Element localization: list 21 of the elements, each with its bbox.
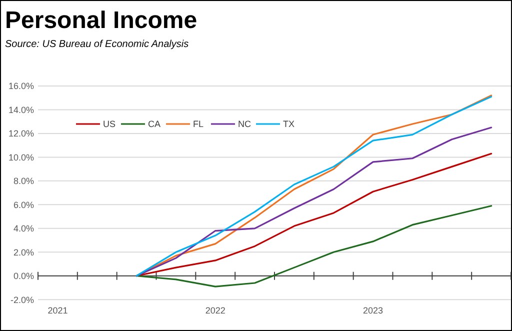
x-tick-label: 2023 xyxy=(363,306,384,316)
x-tick-label: 2021 xyxy=(48,306,68,316)
y-tick-label: 8.0% xyxy=(13,176,34,186)
y-tick-label: 2.0% xyxy=(13,247,34,258)
legend-label: TX xyxy=(283,119,295,130)
chart-title: Personal Income xyxy=(5,7,198,34)
y-tick-label: -2.0% xyxy=(10,294,34,305)
legend-label: FL xyxy=(193,119,204,130)
x-tick-label: 2022 xyxy=(205,306,226,316)
chart-subtitle: Source: US Bureau of Economic Analysis xyxy=(5,39,189,50)
y-tick-label: 12.0% xyxy=(8,128,34,139)
legend-label: US xyxy=(103,119,116,130)
line-series xyxy=(136,205,492,288)
y-tick-label: 6.0% xyxy=(13,200,34,210)
y-tick-label: 14.0% xyxy=(8,104,34,115)
legend-label: NC xyxy=(238,119,252,130)
legend-label: CA xyxy=(148,119,161,130)
y-tick-label: 0.0% xyxy=(13,271,34,282)
y-tick-label: 10.0% xyxy=(8,152,34,162)
y-tick-label: 16.0% xyxy=(8,81,34,92)
y-tick-label: 4.0% xyxy=(13,224,34,234)
